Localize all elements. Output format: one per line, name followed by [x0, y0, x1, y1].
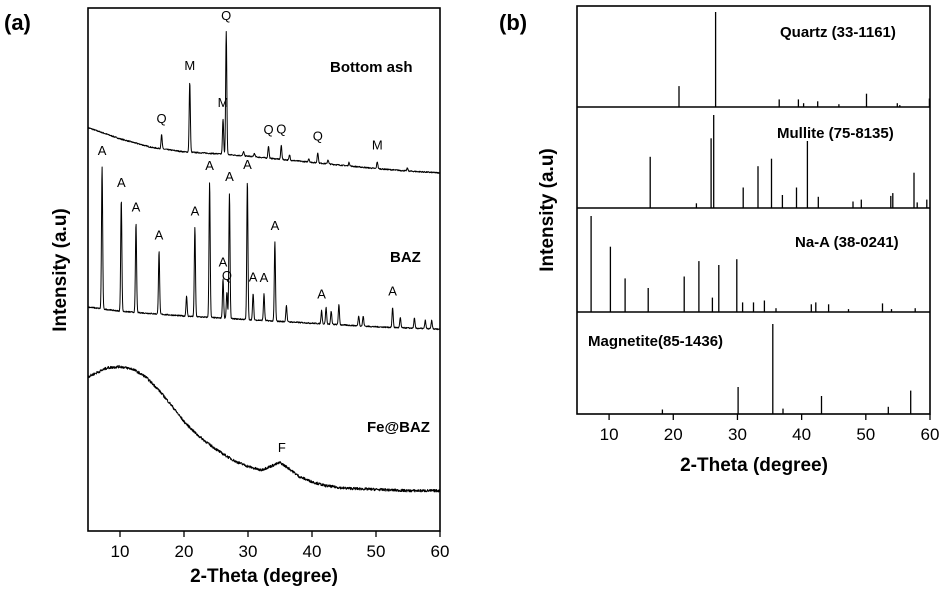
panel-b-plot: 10 20 30 40 50 60 Quartz (33-1161) Mullite (7… [537, 5, 940, 476]
x-tick-label: 40 [303, 542, 322, 561]
peak-label: A [205, 158, 214, 173]
panel-b-x-axis-label: 2-Theta (degree) [680, 455, 828, 476]
peak-label: Q [263, 122, 273, 137]
peak-label: Q [157, 111, 167, 126]
panel-a-x-axis-label: 2-Theta (degree) [190, 566, 338, 587]
peak-label: Q [222, 268, 232, 283]
peak-label: A [260, 270, 269, 285]
peak-label: A [271, 218, 280, 233]
x-tick-label: 30 [728, 425, 747, 444]
ref-label-quartz: Quartz (33-1161) [780, 24, 896, 41]
x-tick-label: 50 [856, 425, 875, 444]
peak-label: M [372, 138, 383, 153]
ref-label-magnetite: Magnetite(85-1436) [588, 333, 723, 350]
panel-b-sticks [590, 12, 931, 414]
panel-b-frame [576, 5, 931, 415]
x-tick-label: 40 [792, 425, 811, 444]
peak-label: A [225, 169, 234, 184]
panel-b-label: (b) [499, 10, 527, 35]
xrd-trace-2 [87, 364, 441, 493]
peak-label: A [132, 199, 141, 214]
ref-label-na-a: Na-A (38-0241) [795, 234, 899, 251]
x-tick-label: 20 [175, 542, 194, 561]
peak-label: A [117, 175, 126, 190]
peak-label: A [155, 227, 164, 242]
peak-label: Q [313, 128, 323, 143]
peak-label: Q [221, 8, 231, 23]
peak-label: M [218, 95, 229, 110]
series-label-fe-baz: Fe@BAZ [367, 419, 430, 436]
panel-a-label: (a) [4, 10, 31, 35]
peak-label: A [191, 204, 200, 219]
peak-label: A [249, 270, 258, 285]
x-tick-label: 10 [600, 425, 619, 444]
peak-label: A [98, 143, 107, 158]
x-tick-label: 30 [239, 542, 258, 561]
peak-label: A [219, 255, 228, 270]
xrd-trace-0 [87, 31, 441, 174]
peak-label: F [278, 440, 286, 455]
peak-label: A [388, 284, 397, 299]
panel-b-y-axis-label: Intensity (a.u) [537, 148, 558, 272]
x-tick-label: 10 [111, 542, 130, 561]
panel-a-x-ticks: 10 20 30 40 50 60 [111, 531, 450, 561]
peak-label: A [317, 287, 326, 302]
xrd-trace-1 [87, 166, 441, 331]
peak-label: M [184, 58, 195, 73]
peak-label: A [243, 157, 252, 172]
ref-label-mullite: Mullite (75-8135) [777, 125, 894, 142]
peak-label: Q [276, 121, 286, 136]
panel-b-x-ticks: 10 20 30 40 50 60 [600, 414, 940, 444]
series-label-bottom-ash: Bottom ash [330, 59, 413, 76]
x-tick-label: 60 [431, 542, 450, 561]
x-tick-label: 20 [664, 425, 683, 444]
x-tick-label: 60 [921, 425, 940, 444]
panel-a-frame [87, 7, 441, 532]
series-label-baz: BAZ [390, 249, 421, 266]
panel-a-y-axis-label: Intensity (a.u) [50, 208, 71, 332]
x-tick-label: 50 [367, 542, 386, 561]
